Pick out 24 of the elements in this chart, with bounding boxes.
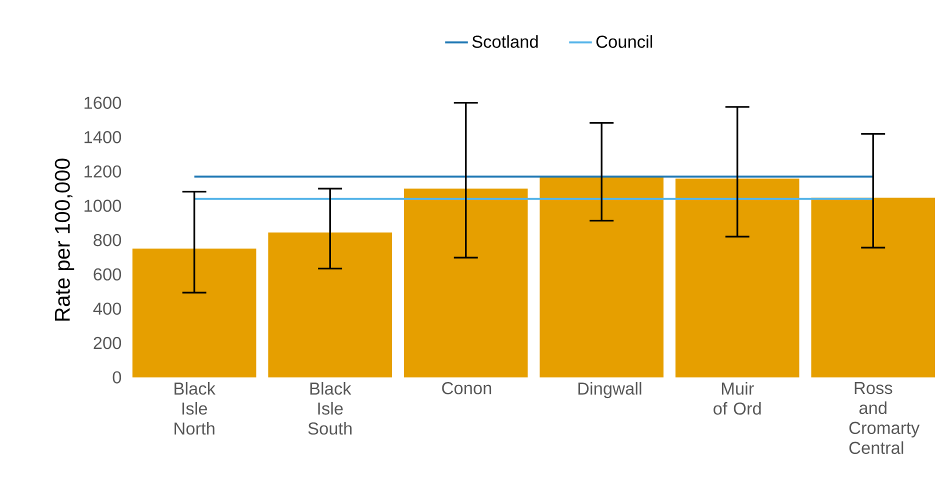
legend-label: Council [596,35,652,48]
bar [675,178,800,378]
y-tick-label: 800 [94,234,122,246]
x-tick-label: Conon [442,382,492,394]
legend-label: Scotland [472,35,538,48]
y-axis-title: Rate per 100,000 [54,158,74,321]
bar [132,248,256,378]
x-tick-label: Dingwall [578,382,642,398]
x-tick-label: Muir of Ord [714,382,761,415]
y-tick-label: 1000 [84,200,122,212]
bar [540,176,664,378]
y-tick-label: 1400 [84,130,122,144]
y-tick-label: 400 [93,302,122,315]
y-tick-label: 1200 [84,165,122,178]
bar [268,232,392,378]
y-tick-label: 1600 [84,96,122,109]
y-tick-label: 200 [94,336,122,350]
x-tick-label: Ross and Cromarty Central [849,382,920,454]
bar [404,188,528,378]
bar [811,198,936,378]
y-tick-label: 0 [112,371,122,384]
x-tick-label: Black Isle North [174,382,216,435]
y-tick-label: 600 [94,268,122,280]
x-tick-label: Black Isle South [308,382,352,435]
